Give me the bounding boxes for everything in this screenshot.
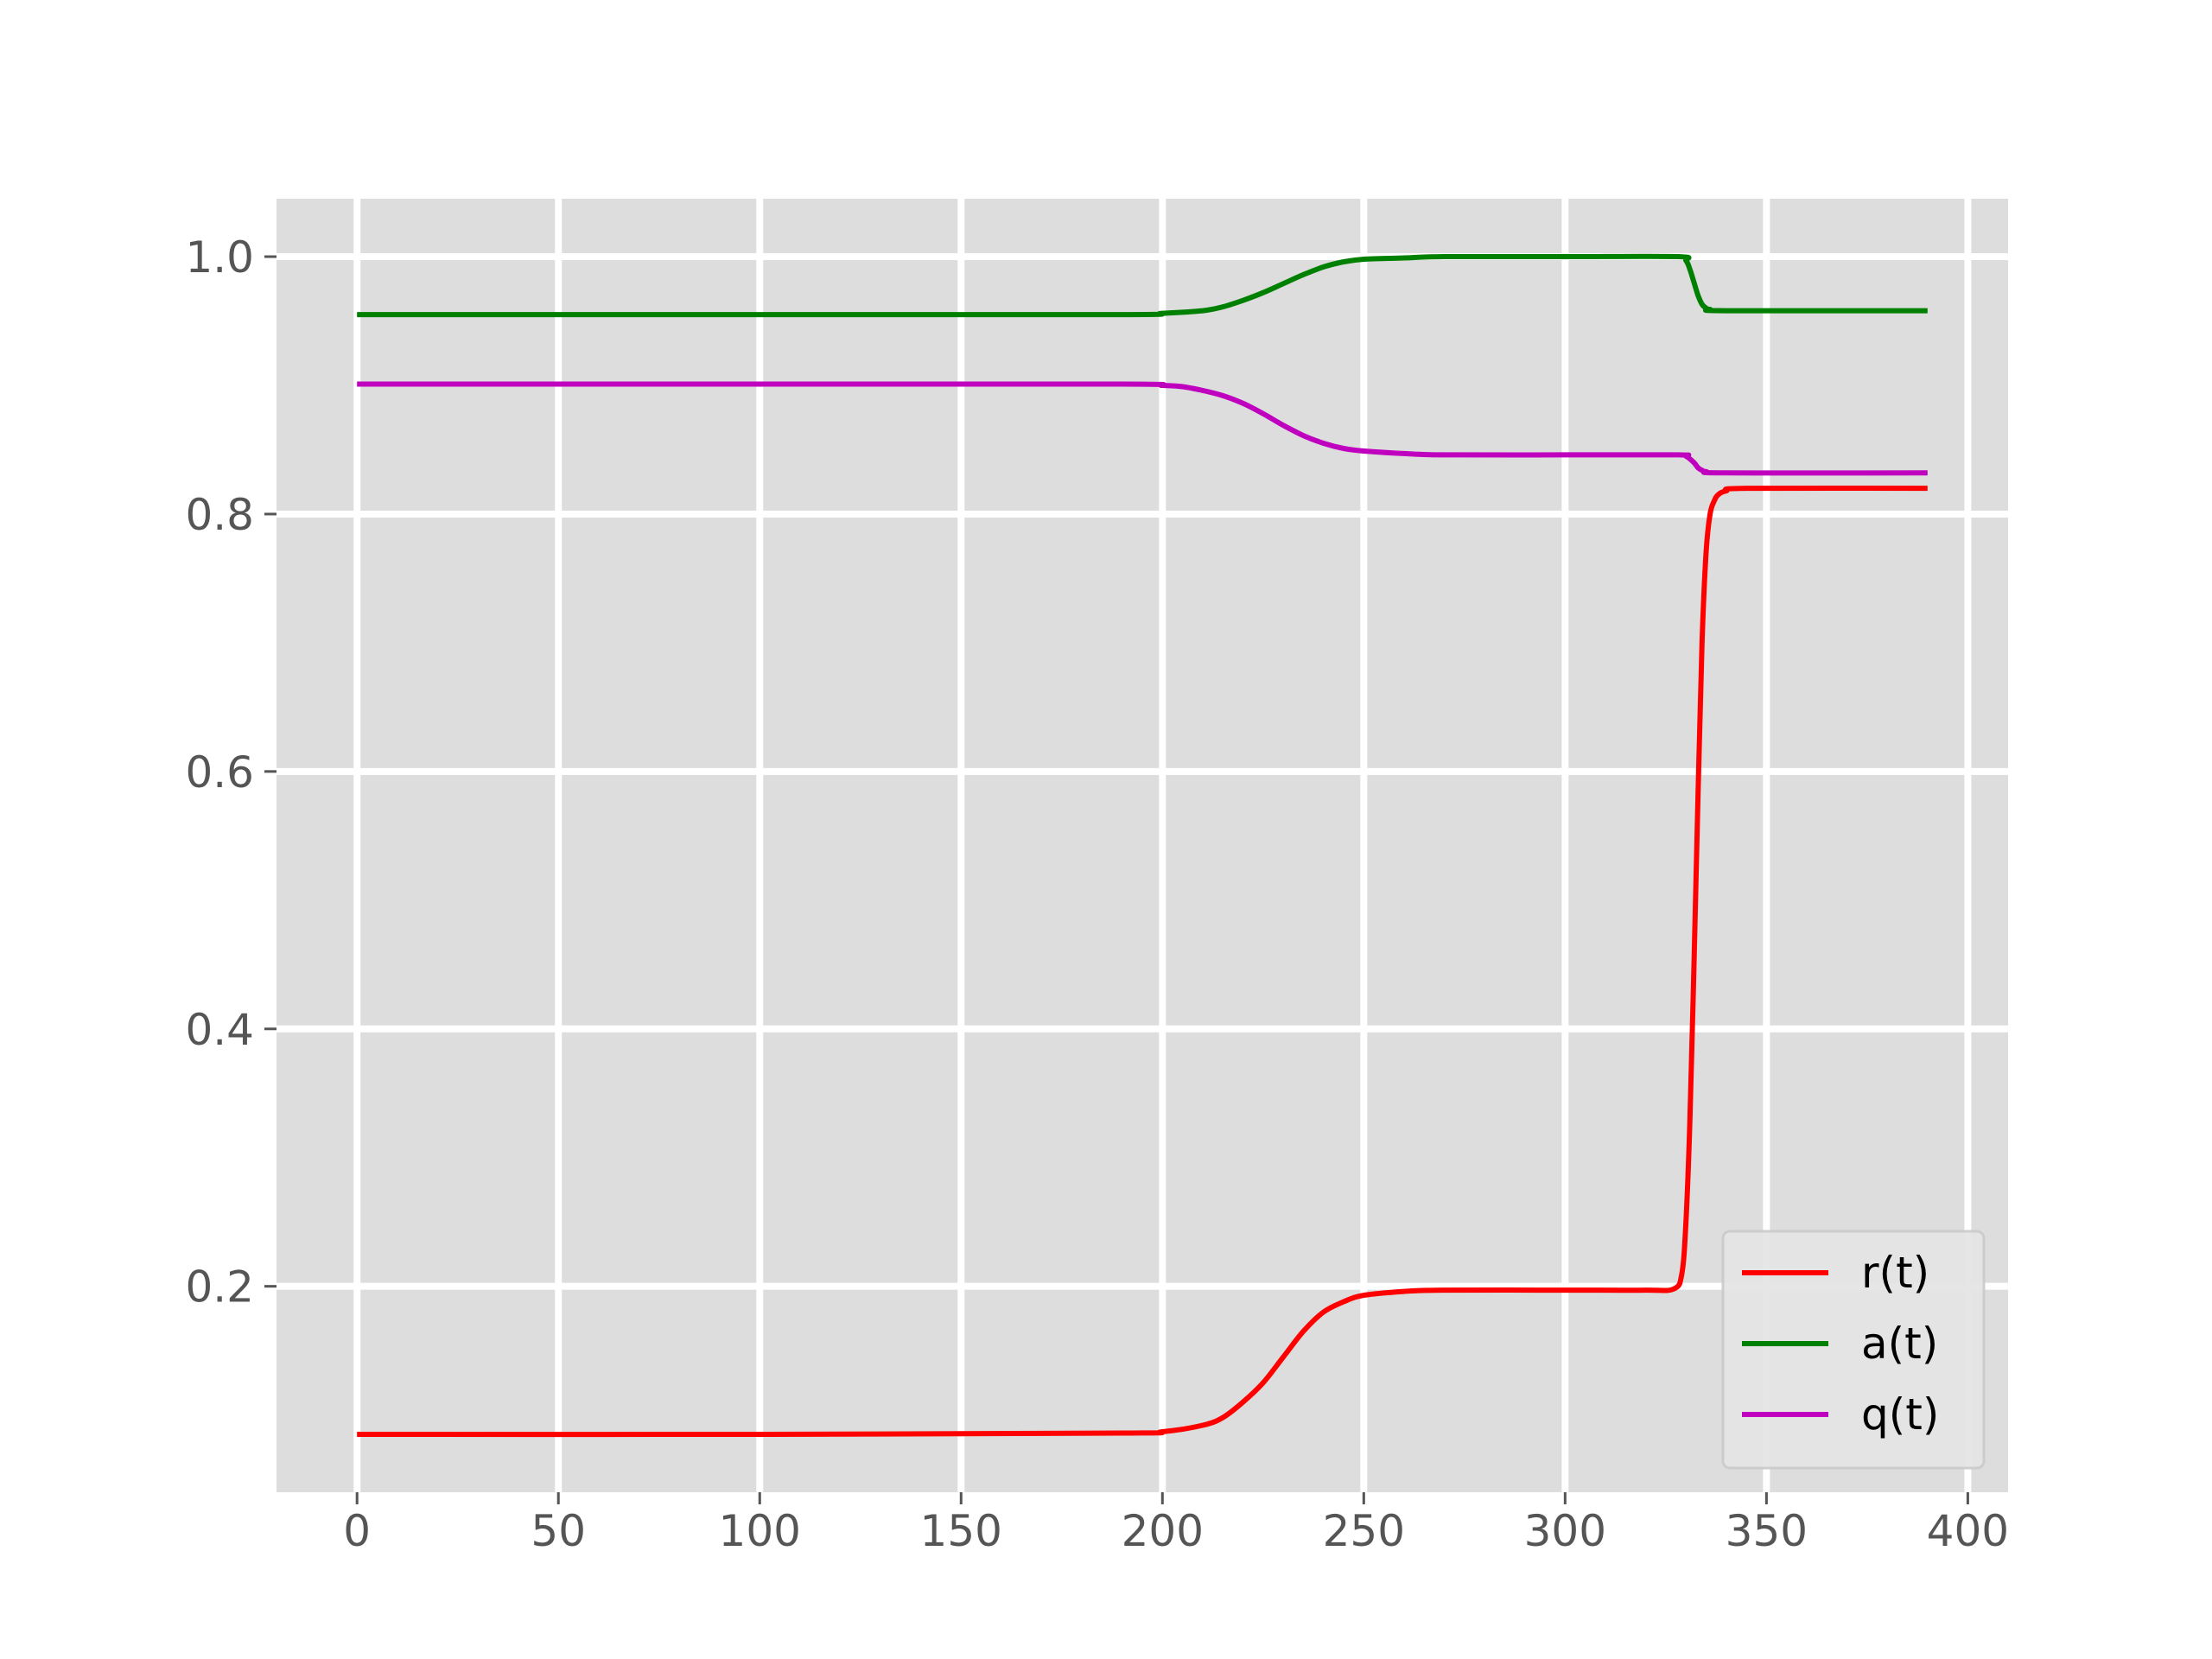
x-tick-label: 400 xyxy=(1927,1506,2009,1556)
x-tick-label: 250 xyxy=(1323,1506,1405,1556)
legend-label: r(t) xyxy=(1861,1248,1929,1298)
y-tick-label: 0.4 xyxy=(185,1005,254,1055)
series-line-a xyxy=(357,253,1928,318)
series-line-q xyxy=(357,381,1928,476)
x-tick-label: 150 xyxy=(920,1506,1002,1556)
y-axis: 0.2 0.4 0.6 0.8 1.0 xyxy=(185,232,276,1313)
y-tick-label: 0.2 xyxy=(185,1262,254,1313)
x-tick-label: 100 xyxy=(719,1506,801,1556)
x-tick-label: 350 xyxy=(1726,1506,1808,1556)
legend: r(t) a(t) q(t) xyxy=(1721,1230,1986,1470)
legend-label: a(t) xyxy=(1861,1319,1938,1369)
legend-label: q(t) xyxy=(1861,1389,1939,1440)
x-tick-label: 50 xyxy=(531,1506,586,1556)
x-axis: 0 50 100 150 200 250 300 350 400 xyxy=(343,1492,2009,1556)
y-tick-label: 0.8 xyxy=(185,490,254,540)
series-lines xyxy=(357,253,1928,1438)
y-tick-label: 1.0 xyxy=(185,232,254,283)
x-tick-label: 200 xyxy=(1122,1506,1204,1556)
x-tick-label: 300 xyxy=(1524,1506,1606,1556)
legend-box xyxy=(1721,1230,1986,1470)
x-tick-label: 0 xyxy=(343,1506,371,1556)
plot-area xyxy=(276,199,2008,1492)
series-line-r xyxy=(357,485,1928,1438)
y-tick-label: 0.6 xyxy=(185,747,254,798)
